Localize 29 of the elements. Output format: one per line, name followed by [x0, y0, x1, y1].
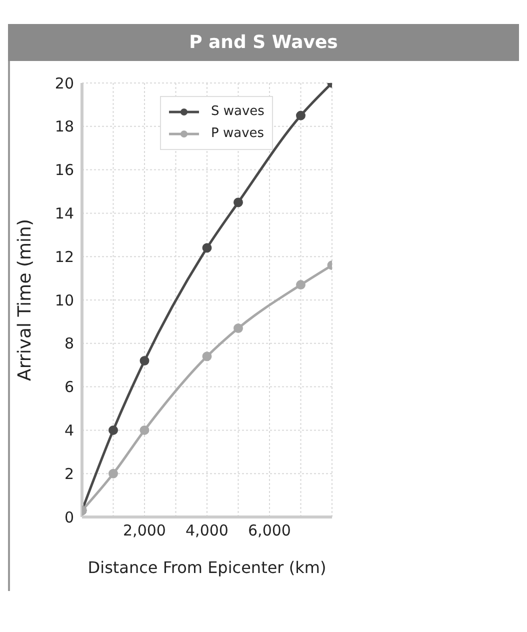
y-tick-label: 14: [54, 204, 74, 223]
x-tick-label: 4,000: [186, 522, 228, 540]
y-tick-label: 8: [64, 334, 74, 353]
y-tick-label: 0: [64, 508, 74, 526]
point: [234, 198, 243, 208]
x-tick-label: 6,000: [248, 522, 291, 540]
point: [234, 323, 243, 333]
point: [140, 356, 150, 366]
y-axis-title: Arrival Time (min): [14, 219, 36, 381]
x-axis-title: Distance From Epicenter (km): [88, 558, 326, 577]
point: [108, 468, 118, 478]
chart-title: P and S Waves: [8, 24, 519, 61]
point: [202, 243, 212, 253]
y-tick-label: 20: [54, 74, 74, 92]
y-tick-label: 12: [54, 248, 74, 266]
y-tick-label: 6: [64, 378, 74, 396]
y-tick-label: 16: [54, 161, 74, 180]
x-tick-label: 2,000: [123, 522, 166, 540]
point: [296, 280, 306, 290]
point: [140, 425, 150, 435]
legend-label: P waves: [211, 125, 264, 143]
y-tick-label: 18: [54, 118, 74, 136]
y-tick-label: 10: [54, 291, 74, 310]
legend-label: S waves: [211, 103, 264, 121]
point: [202, 352, 212, 362]
point: [108, 425, 118, 435]
y-tick-label: 4: [64, 422, 74, 440]
y-tick-label: 2: [64, 464, 74, 483]
point: [296, 110, 306, 120]
